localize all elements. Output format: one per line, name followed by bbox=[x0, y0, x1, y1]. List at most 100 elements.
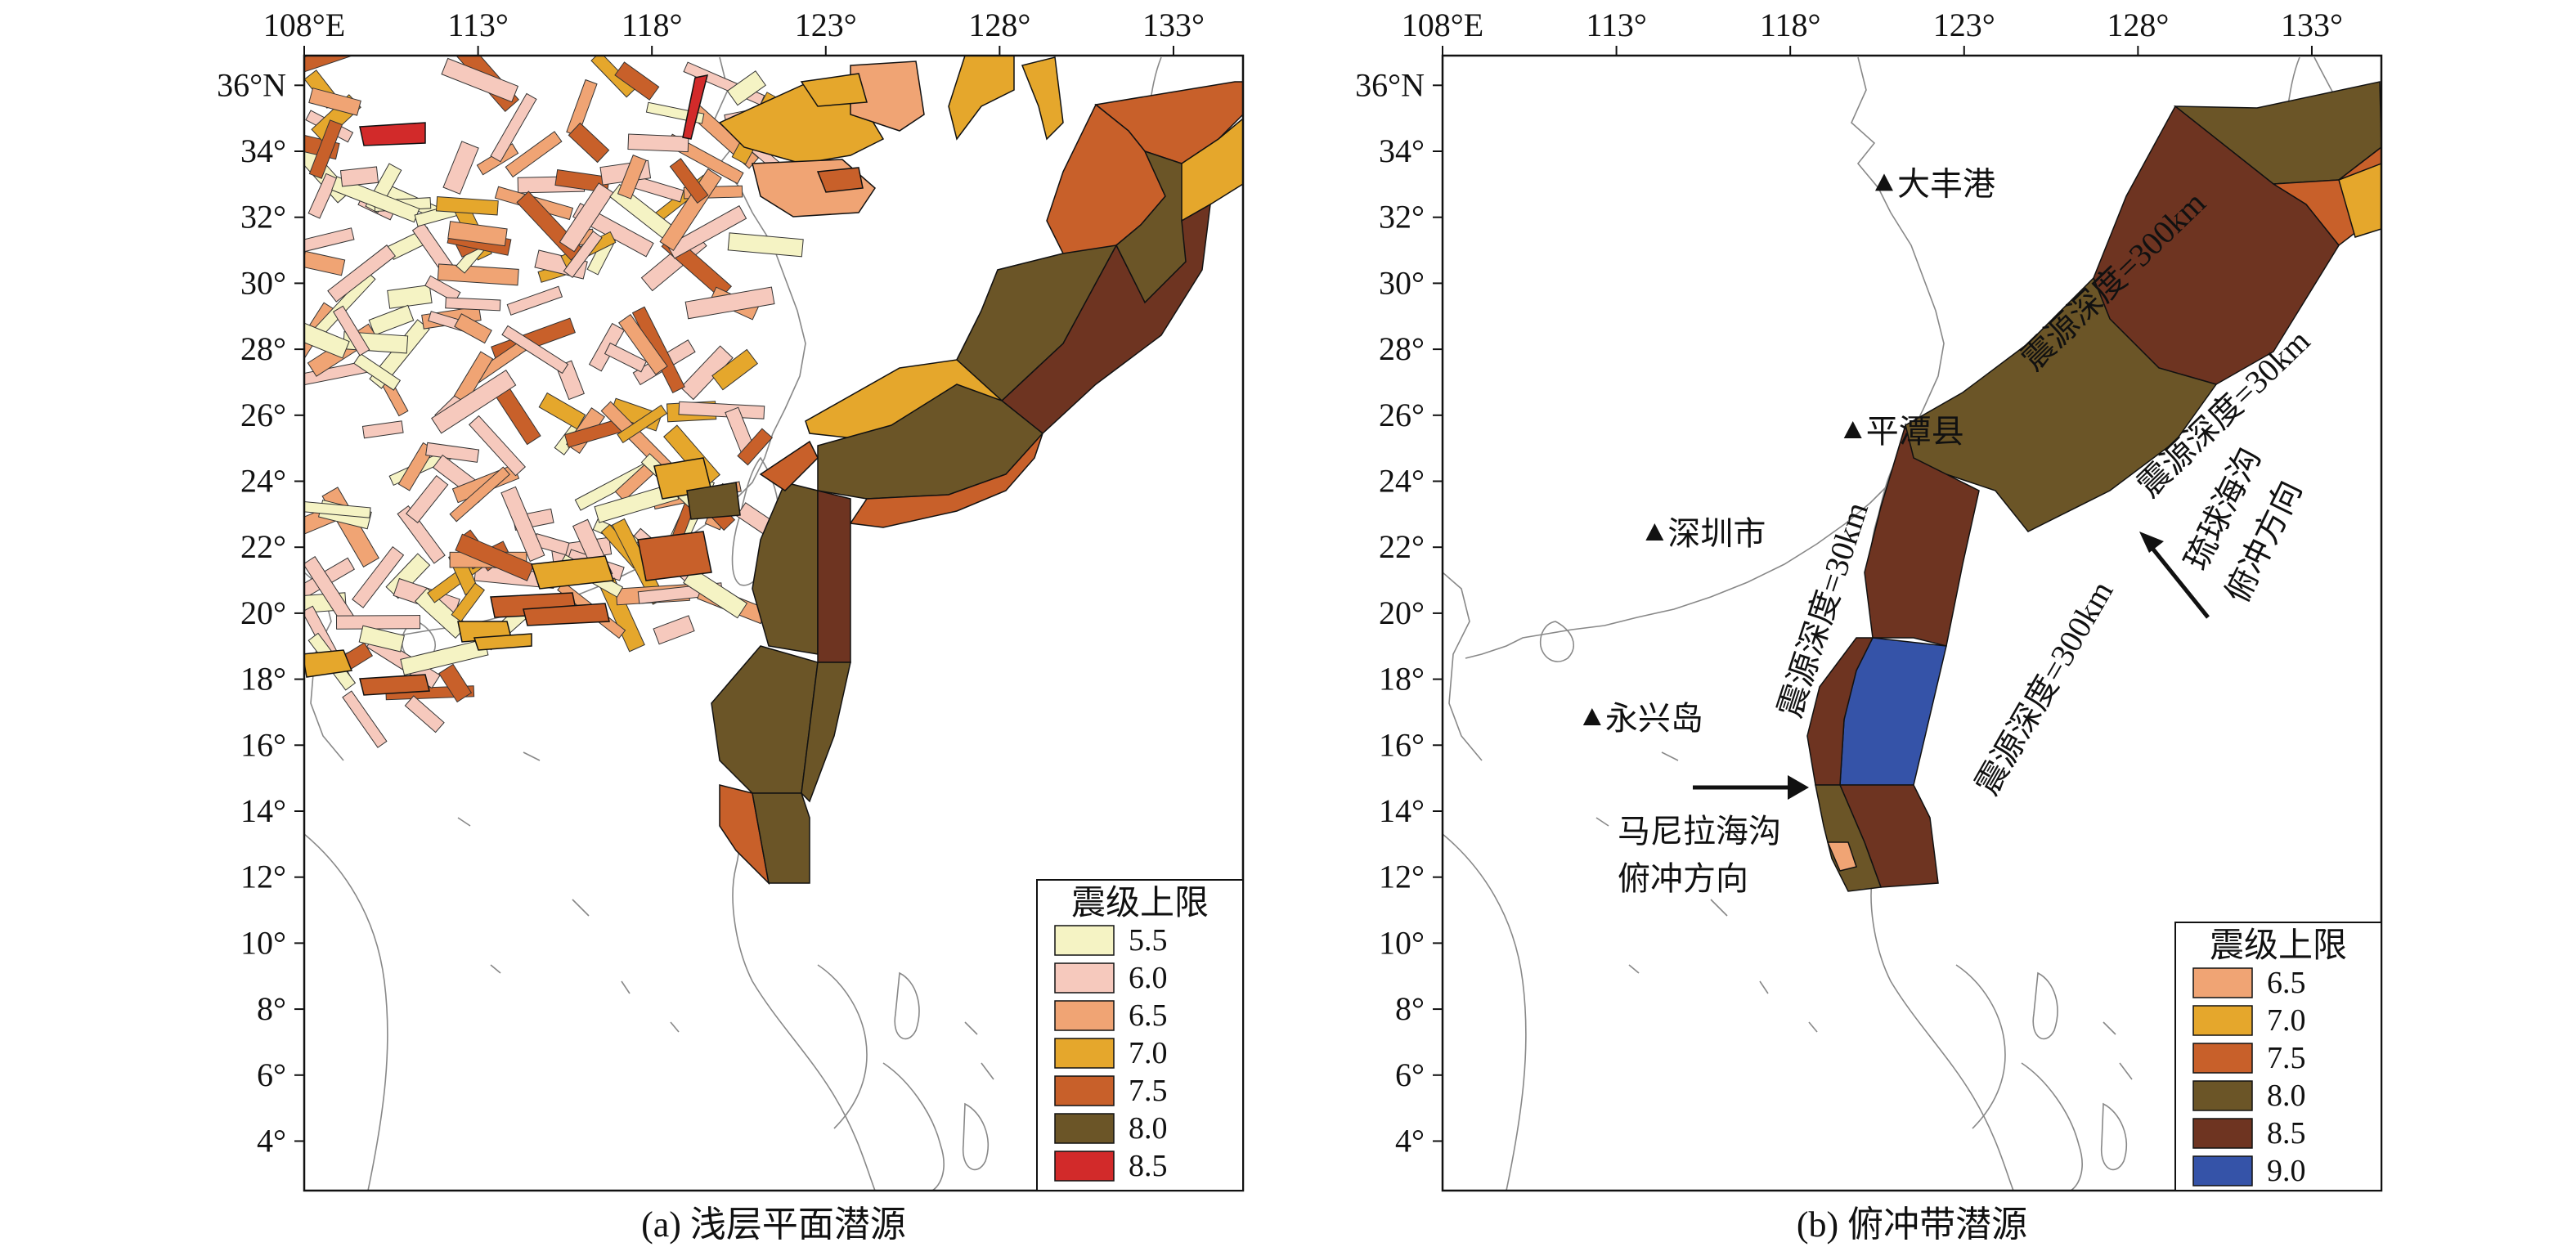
shallow-source-zone bbox=[424, 275, 461, 303]
place-label: 深圳市 bbox=[1667, 515, 1766, 552]
shallow-source-zone bbox=[404, 695, 445, 733]
manila-arrow-head bbox=[1788, 775, 1809, 800]
shallow-source-zone bbox=[506, 285, 563, 316]
shallow-source-zone bbox=[500, 486, 545, 563]
panel-b-legend-items: 6.57.07.5 8.08.59.0 bbox=[2192, 966, 2306, 1188]
panel-a-shallow-sources bbox=[304, 56, 806, 748]
legend-swatch bbox=[2192, 967, 2253, 998]
shallow-source-zone bbox=[435, 196, 499, 216]
korea-a1 bbox=[948, 56, 1015, 141]
place-marker-icon bbox=[1582, 708, 1601, 726]
place-marker-icon bbox=[1843, 420, 1862, 438]
shallow-source-zone bbox=[352, 545, 405, 608]
shallow-source-zone bbox=[308, 87, 361, 116]
legend-value: 6.0 bbox=[1129, 961, 1168, 995]
lat-tick-label: 8° bbox=[1395, 990, 1425, 1027]
legend-swatch bbox=[1054, 1113, 1115, 1144]
lat-tick-label: 4° bbox=[1395, 1122, 1425, 1159]
lat-tick-label: 32° bbox=[1379, 199, 1425, 236]
coast-a2 bbox=[530, 555, 615, 590]
shallow-source-zone bbox=[304, 318, 350, 359]
panel-b-legend-title: 震级上限 bbox=[2210, 927, 2347, 965]
shallow-source-zone bbox=[684, 286, 775, 320]
taiwan-a3 bbox=[686, 482, 741, 520]
lat-tick-label: 34° bbox=[240, 132, 286, 169]
manila-direction-line1: 马尼拉海沟 bbox=[1618, 813, 1781, 850]
lat-tick-label: 22° bbox=[240, 528, 286, 565]
legend-swatch bbox=[2192, 1155, 2253, 1186]
lat-tick-label: 26° bbox=[1379, 397, 1425, 433]
legend-value: 7.0 bbox=[1129, 1036, 1168, 1070]
lat-tick-label: 24° bbox=[240, 463, 286, 500]
korea-a2 bbox=[1021, 56, 1064, 141]
shallow-source-zone bbox=[490, 92, 537, 163]
legend-swatch bbox=[2192, 1080, 2253, 1111]
coast-a6 bbox=[523, 603, 610, 626]
panel-b-legend: 震级上限 6.57.07.5 8.08.59.0 bbox=[2174, 922, 2382, 1191]
lon-tick-label: 128° bbox=[2107, 7, 2169, 43]
shallow-source-zone bbox=[339, 166, 379, 187]
coast-a7 bbox=[359, 674, 430, 696]
ryukyu-slab-amber bbox=[2338, 163, 2381, 238]
lon-tick-label: 118° bbox=[622, 7, 683, 43]
red-source-b bbox=[359, 122, 426, 146]
shallow-source-zone bbox=[335, 615, 421, 630]
legend-value: 6.5 bbox=[2267, 966, 2306, 1000]
lat-tick-label: 32° bbox=[240, 199, 286, 236]
manila-dark-a bbox=[817, 490, 851, 663]
shallow-source-zone bbox=[737, 428, 773, 466]
shallow-source-zone bbox=[678, 401, 765, 419]
lat-tick-label: 24° bbox=[1379, 463, 1425, 500]
shallow-source-zone bbox=[680, 345, 734, 401]
legend-value: 7.5 bbox=[2267, 1041, 2306, 1075]
manila-direction: 马尼拉海沟 俯冲方向 bbox=[1618, 775, 1809, 897]
panel-a-map: 108°E 113° 118° 123° 128° 133° 36°N 34° 32° 30° 28… bbox=[217, 7, 1245, 1245]
lat-tick-label: 10° bbox=[1379, 924, 1425, 961]
manila-olive-c bbox=[801, 662, 851, 803]
lat-tick-label: 30° bbox=[240, 264, 286, 301]
legend-value: 7.5 bbox=[1129, 1074, 1168, 1108]
lat-tick-label: 14° bbox=[240, 792, 286, 829]
shallow-source-zone bbox=[568, 122, 610, 164]
shallow-source-zone bbox=[406, 475, 449, 523]
legend-value: 6.5 bbox=[1129, 998, 1168, 1033]
lat-tick-label: 36°N bbox=[1355, 66, 1425, 103]
shallow-source-zone bbox=[447, 221, 508, 247]
lat-tick-label: 10° bbox=[240, 924, 286, 961]
lon-tick-label: 113° bbox=[447, 7, 509, 43]
shallow-source-zone bbox=[659, 168, 722, 252]
panel-a-frame bbox=[303, 54, 1245, 1192]
yellow-sea-a3 bbox=[816, 167, 864, 193]
lat-tick-label: 14° bbox=[1379, 792, 1425, 829]
shallow-source-zone bbox=[431, 369, 517, 434]
lon-tick-label: 133° bbox=[2281, 7, 2343, 43]
place-label: 永兴岛 bbox=[1605, 700, 1703, 737]
manila-slab-peach bbox=[1826, 841, 1857, 872]
panel-b-caption: (b) 俯冲带潜源 bbox=[1797, 1204, 2027, 1245]
shallow-source-zone bbox=[307, 173, 339, 219]
lat-tick-label: 26° bbox=[240, 397, 286, 433]
shallow-source-zone bbox=[449, 466, 510, 523]
place-marker-icon bbox=[1645, 523, 1664, 541]
panel-a-legend: 震级上限 5.56.06.57.0 7.58.08.5 bbox=[1036, 879, 1244, 1191]
shallow-source-zone bbox=[604, 342, 648, 373]
shallow-source-zone bbox=[711, 348, 759, 391]
lat-tick-label: 28° bbox=[240, 330, 286, 367]
manila-orange-a bbox=[719, 784, 770, 886]
lat-tick-label: 6° bbox=[1395, 1056, 1425, 1093]
lat-tick-label: 28° bbox=[1379, 330, 1425, 367]
shallow-source-zone bbox=[304, 227, 355, 255]
coast-a1 bbox=[637, 531, 712, 581]
lat-tick-label: 6° bbox=[257, 1056, 286, 1093]
shallow-source-zone bbox=[653, 615, 695, 645]
place-label: 平潭县 bbox=[1866, 413, 1964, 450]
shallow-source-zone bbox=[445, 297, 501, 312]
place-marker-icon bbox=[1874, 173, 1893, 191]
legend-swatch bbox=[1054, 1151, 1115, 1182]
lat-tick-label: 22° bbox=[1379, 528, 1425, 565]
shallow-source-zone bbox=[563, 231, 603, 279]
shallow-source-zone bbox=[618, 313, 668, 375]
shallow-source-zone bbox=[304, 56, 360, 83]
shallow-source-zone bbox=[455, 533, 535, 581]
